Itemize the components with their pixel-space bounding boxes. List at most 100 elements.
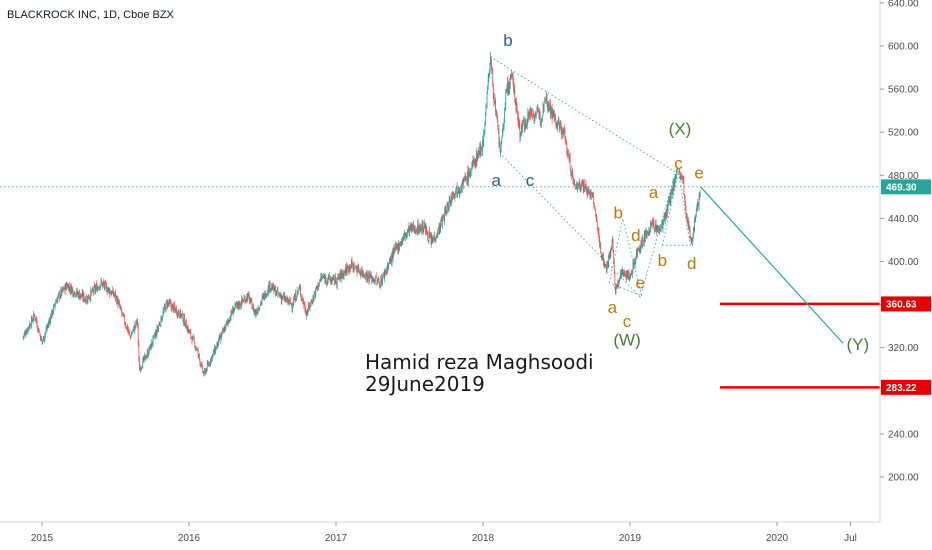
- candle-body: [395, 245, 396, 247]
- candle-body: [582, 183, 583, 186]
- wave-label: b: [658, 251, 667, 270]
- candle-body: [538, 110, 539, 112]
- candle-body: [540, 121, 542, 123]
- candle-body: [543, 105, 545, 107]
- candle-body: [423, 222, 425, 228]
- candle-body: [427, 240, 429, 241]
- candle-body: [595, 209, 596, 213]
- candle-body: [202, 372, 204, 374]
- candle-body: [374, 279, 375, 284]
- candle-body: [67, 285, 68, 289]
- candle-body: [615, 288, 616, 295]
- candle-body: [202, 366, 204, 372]
- candle-body: [251, 301, 253, 310]
- candle-body: [306, 312, 308, 317]
- candle-body: [420, 230, 422, 232]
- candle-body: [470, 170, 472, 175]
- candle-body: [27, 327, 29, 332]
- candle-body: [482, 140, 483, 152]
- candle-body: [595, 214, 597, 219]
- candle-body: [133, 326, 135, 330]
- candle-body: [88, 294, 89, 299]
- candle-body: [305, 309, 306, 314]
- candle-body: [301, 296, 303, 301]
- candle-body: [417, 223, 418, 233]
- candle-body: [330, 278, 332, 281]
- candle-body: [259, 306, 261, 309]
- candle-body: [393, 248, 395, 251]
- candle-body: [109, 289, 110, 294]
- candle-body: [116, 297, 118, 304]
- candle-body: [613, 262, 615, 274]
- candle-body: [676, 171, 678, 172]
- candle-body: [563, 127, 564, 133]
- candle-body: [439, 224, 440, 235]
- candle-body: [564, 131, 566, 139]
- candle-body: [658, 227, 659, 229]
- candle-body: [688, 221, 690, 231]
- candle-body: [699, 193, 701, 198]
- candle-body: [583, 183, 585, 191]
- candle-body: [324, 276, 326, 282]
- candle-body: [192, 336, 193, 341]
- candle-body: [435, 238, 436, 240]
- candle-body: [499, 141, 500, 144]
- candle-body: [378, 281, 380, 283]
- candle-body: [526, 124, 527, 126]
- candle-body: [665, 212, 667, 220]
- candle-body: [356, 268, 357, 270]
- candle-body: [155, 332, 157, 336]
- candle-body: [512, 74, 514, 85]
- candle-body: [585, 183, 587, 188]
- candle-body: [401, 238, 403, 243]
- candle-body: [39, 333, 41, 335]
- candle-body: [436, 234, 438, 236]
- candle-body: [120, 307, 122, 312]
- candle-body: [405, 233, 407, 238]
- candle-body: [500, 149, 501, 153]
- candle-body: [333, 274, 335, 278]
- candle-body: [591, 194, 593, 197]
- candle-body: [632, 269, 633, 275]
- candle-body: [684, 195, 686, 205]
- candle-body: [527, 113, 529, 119]
- candle-body: [182, 313, 184, 322]
- candle-body: [655, 223, 656, 232]
- candle-body: [366, 273, 367, 275]
- candle-body: [568, 153, 570, 160]
- candle-body: [317, 283, 319, 288]
- candle-body: [25, 333, 27, 335]
- candle-body: [682, 177, 684, 181]
- candle-body: [547, 102, 548, 108]
- candle-body: [67, 285, 69, 288]
- candle-body: [212, 353, 214, 356]
- candle-body: [609, 254, 611, 259]
- candle-body: [35, 319, 37, 321]
- candle-body: [227, 321, 229, 323]
- candle-body: [318, 285, 320, 287]
- candle-body: [468, 169, 469, 181]
- candle-body: [600, 252, 602, 258]
- candle-body: [168, 300, 170, 304]
- candle-body: [383, 273, 384, 275]
- candle-body: [635, 257, 637, 264]
- candle-body: [29, 323, 31, 328]
- candle-body: [549, 101, 551, 107]
- candle-body: [537, 110, 538, 111]
- candle-body: [48, 320, 50, 325]
- candle-body: [23, 336, 24, 338]
- candle-body: [142, 359, 144, 369]
- candle-body: [616, 286, 618, 288]
- candle-body: [25, 332, 27, 335]
- candle-body: [604, 264, 606, 266]
- candle-body: [271, 285, 273, 290]
- candle-body: [152, 337, 154, 345]
- candle-body: [127, 325, 128, 332]
- candle-body: [205, 369, 207, 374]
- candle-body: [594, 207, 596, 211]
- candle-body: [150, 342, 152, 350]
- candle-body: [254, 310, 256, 314]
- candle-body: [426, 225, 427, 234]
- candle-body: [559, 122, 560, 129]
